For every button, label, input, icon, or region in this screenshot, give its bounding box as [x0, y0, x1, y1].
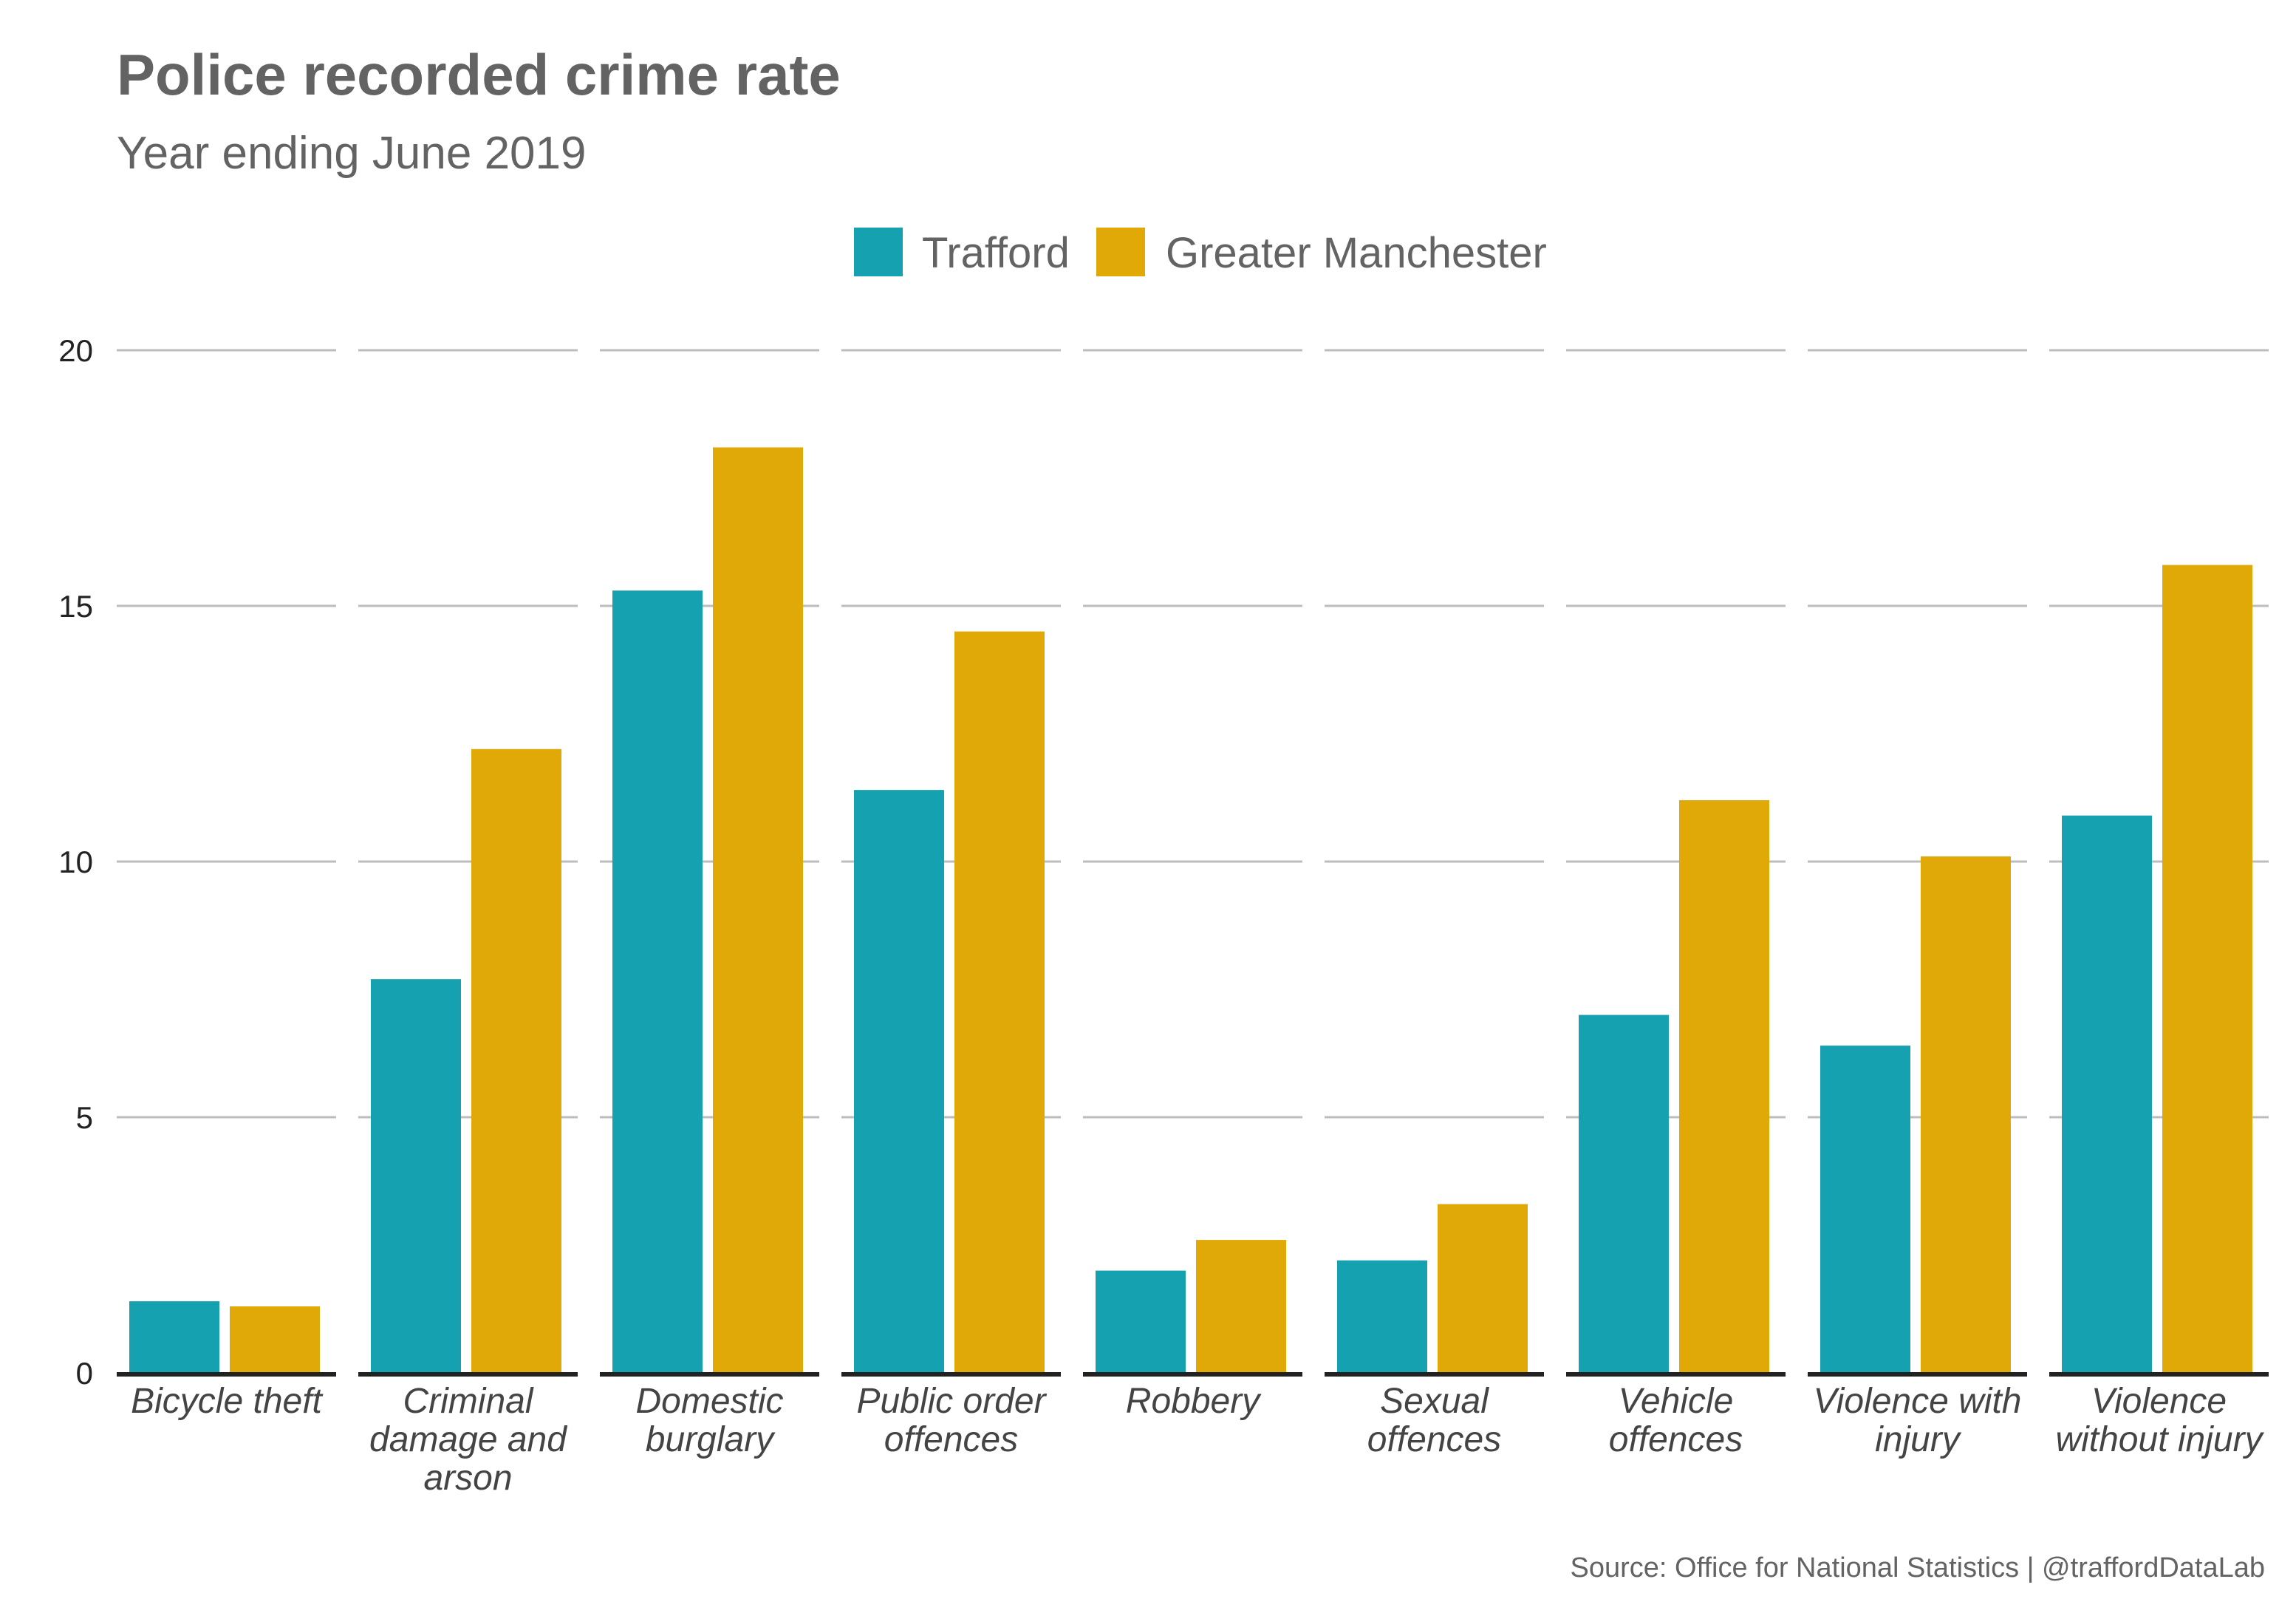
y-tick-label: 5	[76, 1100, 93, 1135]
chart-caption: Source: Office for National Statistics |…	[1571, 1552, 2265, 1583]
y-tick-label: 20	[58, 333, 93, 368]
bar-robbery-trafford	[1096, 1270, 1186, 1373]
bar-violence-without-injury-trafford	[2062, 815, 2152, 1373]
y-tick-label: 15	[58, 589, 93, 624]
y-axis-ticks: 0 5 10 15 20	[58, 333, 93, 1391]
y-tick-label: 10	[58, 845, 93, 879]
x-tick-label-domestic-burglary: Domestic burglary	[635, 1382, 783, 1459]
bar-sexual-offences-trafford	[1337, 1260, 1427, 1373]
chart-subtitle: Year ending June 2019	[117, 128, 587, 179]
bar-criminal-damage-and-arson-greater-manchester	[471, 748, 561, 1373]
y-tick-label: 0	[76, 1356, 93, 1391]
legend-label-trafford: Trafford	[922, 229, 1070, 277]
bar-bicycle-theft-trafford	[129, 1301, 219, 1373]
bar-vehicle-offences-trafford	[1579, 1014, 1669, 1373]
bar-public-order-offences-greater-manchester	[954, 631, 1045, 1373]
bar-domestic-burglary-greater-manchester	[713, 447, 803, 1373]
bar-sexual-offences-greater-manchester	[1438, 1204, 1528, 1373]
bar-bicycle-theft-greater-manchester	[230, 1306, 320, 1373]
bar-robbery-greater-manchester	[1196, 1240, 1286, 1373]
legend-swatch-trafford	[854, 228, 903, 276]
x-axis-tick-labels: Bicycle theft Criminal damage and arson Dome…	[131, 1382, 2264, 1498]
bar-violence-without-injury-greater-manchester	[2162, 565, 2252, 1373]
legend: Trafford Greater Manchester	[854, 228, 1547, 277]
legend-label-greater-manchester: Greater Manchester	[1166, 229, 1547, 277]
x-tick-label-vehicle-offences: Vehicle offences	[1609, 1382, 1743, 1459]
bars	[129, 447, 2252, 1373]
x-tick-label-sexual-offences: Sexual offences	[1367, 1382, 1501, 1459]
bar-domestic-burglary-trafford	[612, 590, 703, 1373]
x-tick-label-robbery: Robbery	[1126, 1382, 1262, 1421]
bar-violence-with-injury-greater-manchester	[1921, 856, 2011, 1373]
x-tick-label-violence-without-injury: Violence without injury	[2055, 1382, 2264, 1459]
x-tick-label-criminal-damage-and-arson: Criminal damage and arson	[369, 1382, 567, 1498]
x-tick-label-violence-with-injury: Violence with injury	[1814, 1382, 2022, 1459]
bar-violence-with-injury-trafford	[1820, 1046, 1910, 1373]
bar-vehicle-offences-greater-manchester	[1679, 799, 1769, 1373]
x-tick-label-bicycle-theft: Bicycle theft	[131, 1382, 323, 1421]
chart-title: Police recorded crime rate	[117, 42, 841, 107]
bar-criminal-damage-and-arson-trafford	[371, 979, 461, 1373]
legend-swatch-greater-manchester	[1096, 228, 1145, 276]
bar-public-order-offences-trafford	[854, 790, 944, 1373]
x-tick-label-public-order-offences: Public order offences	[856, 1382, 1047, 1459]
